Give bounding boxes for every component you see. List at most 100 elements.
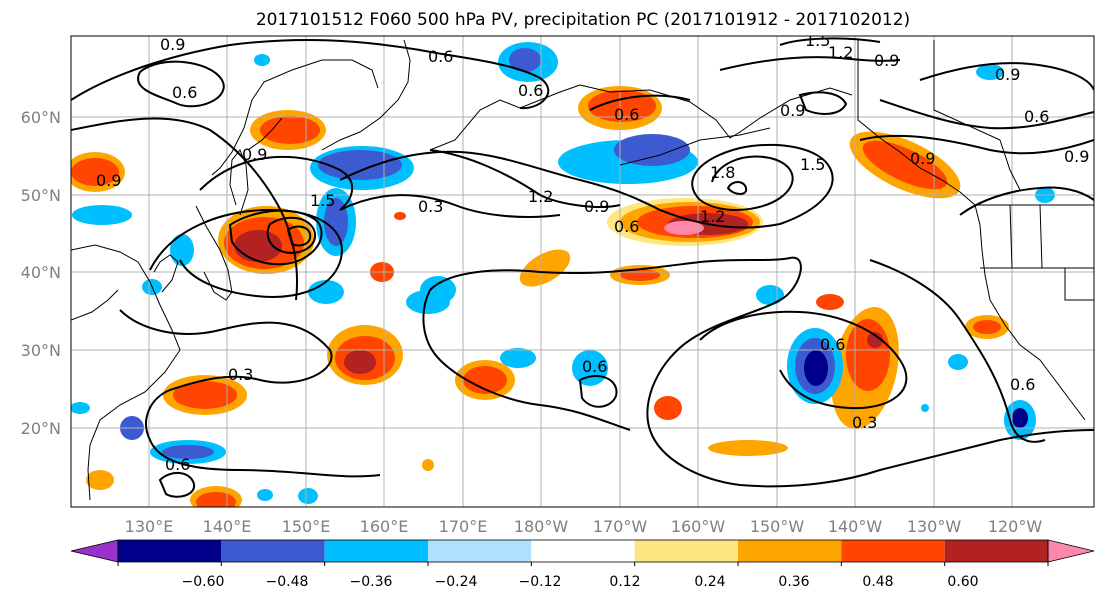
colorbar-segment <box>944 540 1048 562</box>
lat-label: 60°N <box>21 108 61 127</box>
colorbar: −0.60 −0.48 −0.36 −0.24 −0.12 0.12 0.24 … <box>70 539 1095 590</box>
contour-label: 1.8 <box>710 163 735 182</box>
contour-label: 0.6 <box>614 217 639 236</box>
contour-labels: 0.9 0.6 1.5 1.2 0.9 0.9 0.6 0.9 0.9 0.6 … <box>96 31 1089 474</box>
precip-anomaly-negative <box>948 354 968 370</box>
contour-label: 0.6 <box>165 455 190 474</box>
colorbar-segment <box>428 540 532 562</box>
contour-label: 1.5 <box>310 191 335 210</box>
colorbar-tick-label: −0.12 <box>519 574 562 590</box>
colorbar-tick-label: −0.24 <box>435 574 478 590</box>
map-frame <box>70 35 1095 508</box>
precip-anomaly-positive <box>654 396 682 420</box>
precip-anomaly-positive <box>86 470 114 490</box>
colorbar-tick-labels: −0.60 −0.48 −0.36 −0.24 −0.12 0.12 0.24 … <box>182 574 979 590</box>
precip-anomaly-negative <box>572 350 608 386</box>
lon-label: 160°W <box>671 517 726 536</box>
precip-anomaly-negative <box>406 290 450 314</box>
colorbar-tick-label: −0.36 <box>350 574 393 590</box>
colorbar-extend-max <box>1047 539 1095 563</box>
colorbar-tick-label: 0.12 <box>609 574 640 590</box>
precip-anomaly-negative <box>257 489 273 501</box>
precip-anomaly-negative <box>308 280 344 304</box>
contour-label: 0.6 <box>614 105 639 124</box>
lon-label: 150°E <box>282 517 331 536</box>
precip-anomaly-positive <box>422 459 434 471</box>
lon-label: 140°E <box>203 517 252 536</box>
contour-label: 0.6 <box>1024 107 1049 126</box>
lon-label: 120°W <box>988 517 1043 536</box>
coastlines <box>71 39 1094 501</box>
precip-anomaly-positive <box>708 440 788 456</box>
colorbar-segment <box>841 540 945 562</box>
lon-label: 160°E <box>360 517 409 536</box>
contour-label: 0.9 <box>780 101 805 120</box>
lon-label: 170°W <box>593 517 648 536</box>
lon-label: 130°W <box>907 517 962 536</box>
colorbar-segment <box>531 540 635 562</box>
contour-label: 0.9 <box>242 145 267 164</box>
colorbar-tick-label: −0.60 <box>182 574 225 590</box>
contour-label: 0.9 <box>995 65 1020 84</box>
contour-label: 0.9 <box>910 149 935 168</box>
contour-label: 0.3 <box>418 197 443 216</box>
lat-label: 30°N <box>21 341 61 360</box>
contour-label: 0.9 <box>584 197 609 216</box>
contour-label: 0.6 <box>428 47 453 66</box>
lat-labels: 60°N 50°N 40°N 30°N 20°N <box>21 108 61 438</box>
precip-anomaly-negative <box>921 404 929 412</box>
colorbar-tick-label: 0.48 <box>862 574 893 590</box>
precip-anomaly-positive <box>816 294 844 310</box>
colorbar-segment <box>221 540 325 562</box>
precip-anomaly-negative <box>72 205 132 225</box>
colorbar-segment <box>324 540 428 562</box>
colorbar-segment <box>634 540 738 562</box>
colorbar-extend-min <box>70 539 119 563</box>
pv-contours <box>71 37 1094 498</box>
colorbar-segment <box>118 540 222 562</box>
contour-label: 0.3 <box>852 413 877 432</box>
lon-label: 140°W <box>828 517 883 536</box>
lat-label: 50°N <box>21 186 61 205</box>
lat-label: 40°N <box>21 263 61 282</box>
contour-label: 0.9 <box>160 35 185 54</box>
graticule <box>71 36 1094 507</box>
lon-labels: 130°E 140°E 150°E 160°E 170°E 180°W 170°… <box>125 517 1043 536</box>
contour-label: 0.9 <box>874 51 899 70</box>
contour-label: 0.9 <box>1064 147 1089 166</box>
contour-label: 0.9 <box>96 171 121 190</box>
lon-label: 170°E <box>439 517 488 536</box>
lon-label: 130°E <box>125 517 174 536</box>
contour-label: 0.6 <box>518 81 543 100</box>
precip-anomaly-negative <box>298 488 318 504</box>
precip-anomaly-positive <box>394 212 406 220</box>
chart-title: 2017101512 F060 500 hPa PV, precipitatio… <box>256 10 910 30</box>
contour-label: 0.6 <box>820 335 845 354</box>
precip-anomaly-negative <box>254 54 270 66</box>
precip-anomaly-negative <box>976 64 1004 80</box>
colorbar-tick-label: 0.36 <box>778 574 809 590</box>
contour-label: 1.2 <box>700 207 725 226</box>
contour-label: 0.6 <box>582 357 607 376</box>
contour-label: 0.6 <box>1010 375 1035 394</box>
contour-label: 0.3 <box>228 365 253 384</box>
precip-anomaly-negative <box>170 234 194 266</box>
colorbar-segment <box>738 540 842 562</box>
precip-anomaly-negative <box>500 348 536 368</box>
lon-label: 180°W <box>514 517 569 536</box>
map-area: 0.9 0.6 1.5 1.2 0.9 0.9 0.6 0.9 0.9 0.6 … <box>71 31 1094 507</box>
colorbar-tick-label: 0.60 <box>947 574 978 590</box>
lon-label: 150°W <box>750 517 805 536</box>
precip-anomaly-negative <box>71 402 90 414</box>
colorbar-outline <box>117 539 1049 563</box>
precip-shading <box>71 42 1055 507</box>
colorbar-tick-label: −0.48 <box>266 574 309 590</box>
contour-label: 1.5 <box>800 155 825 174</box>
contour-label: 1.5 <box>805 31 830 50</box>
contour-label: 0.6 <box>172 83 197 102</box>
contour-label: 1.2 <box>828 43 853 62</box>
colorbar-tick-label: 0.24 <box>694 574 725 590</box>
lat-label: 20°N <box>21 419 61 438</box>
precip-anomaly-positive <box>519 249 571 287</box>
